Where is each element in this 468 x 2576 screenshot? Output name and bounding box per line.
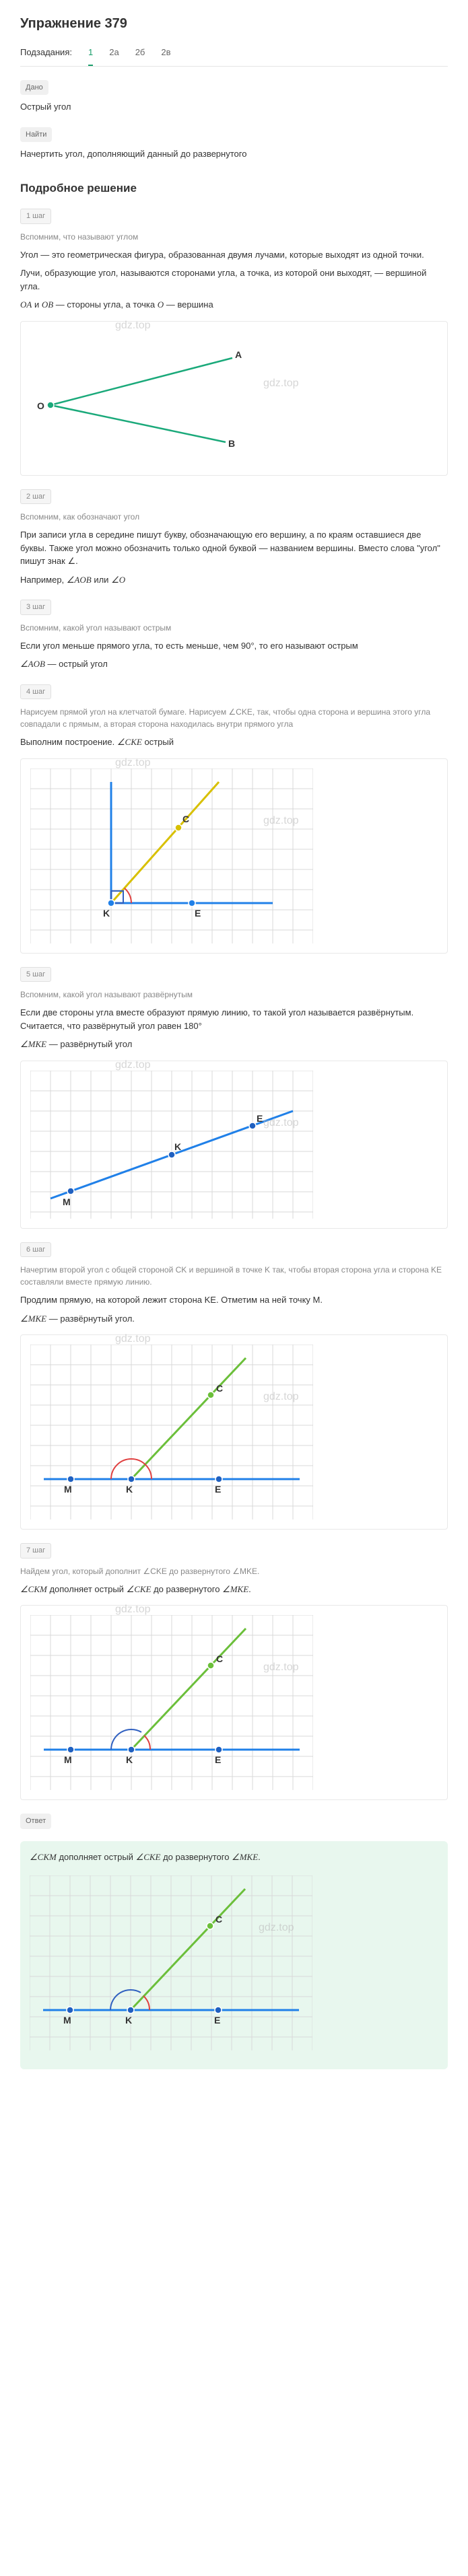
tab-2v[interactable]: 2в	[161, 46, 170, 66]
svg-text:E: E	[214, 2015, 220, 2026]
step-2: 2 шаг Вспомним, как обозначают угол При за…	[20, 489, 448, 587]
tab-1[interactable]: 1	[88, 46, 93, 66]
step-paragraph: Если угол меньше прямого угла, то есть м…	[20, 639, 448, 653]
svg-text:K: K	[125, 2015, 132, 2026]
step-note: Начертим второй угол с общей стороной CK…	[20, 1264, 448, 1288]
step-6: 6 шаг Начертим второй угол с общей сторон…	[20, 1242, 448, 1530]
svg-text:C: C	[216, 1383, 223, 1394]
step-3: 3 шаг Вспомним, какой угол называют остры…	[20, 600, 448, 671]
tabs-label: Подзадания:	[20, 46, 72, 66]
svg-text:A: A	[235, 349, 242, 360]
answer-tag: Ответ	[20, 1814, 51, 1829]
svg-text:K: K	[174, 1141, 181, 1152]
answer-formula: ∠CKM дополняет острый ∠CKE до развернуто…	[30, 1851, 438, 1864]
svg-text:M: M	[63, 1196, 71, 1207]
find-section: Найти Начертить угол, дополняющий данный…	[20, 127, 448, 161]
svg-text:K: K	[126, 1484, 133, 1495]
answer-section: Ответ ∠CKM дополняет острый ∠CKE до разв…	[20, 1814, 448, 2069]
svg-text:C: C	[215, 1914, 222, 1925]
figure-angle-oab: O A B	[30, 331, 313, 466]
step-tag: 4 шаг	[20, 684, 51, 700]
svg-text:M: M	[64, 1754, 72, 1765]
svg-text:C: C	[216, 1653, 223, 1664]
step-tag: 2 шаг	[20, 489, 51, 505]
answer-box: ∠CKM дополняет острый ∠CKE до развернуто…	[20, 1841, 448, 2070]
tab-2a[interactable]: 2а	[109, 46, 119, 66]
step-formula: Например, ∠AOB или ∠O	[20, 573, 448, 587]
given-section: Дано Острый угол	[20, 80, 448, 114]
step-paragraph: Если две стороны угла вместе образуют пр…	[20, 1006, 448, 1032]
given-tag: Дано	[20, 80, 48, 96]
step-formula: Выполним построение. ∠CKE острый	[20, 736, 448, 749]
figure-ckm-supplement: M K E C	[30, 1615, 313, 1790]
figure-box: KEC gdz.topgdz.top	[20, 758, 448, 954]
subtask-tabs: Подзадания: 1 2а 2б 2в	[20, 46, 448, 67]
step-paragraph: Продлим прямую, на которой лежит сторона…	[20, 1293, 448, 1307]
find-tag: Найти	[20, 127, 52, 143]
step-formula: ∠CKM дополняет острый ∠CKE до развернуто…	[20, 1583, 448, 1596]
step-formula: OA и OB — стороны угла, а точка O — верш…	[20, 298, 448, 312]
step-note: Вспомним, какой угол называют развёрнуты…	[20, 989, 448, 1001]
figure-box: OAB gdz.topgdz.top	[20, 321, 448, 476]
svg-text:K: K	[103, 908, 110, 919]
step-paragraph: Лучи, образующие угол, называются сторон…	[20, 266, 448, 293]
svg-text:C: C	[182, 814, 189, 824]
step-5: 5 шаг Вспомним, какой угол называют развё…	[20, 967, 448, 1229]
step-note: Найдем угол, который дополнит ∠CKE до ра…	[20, 1565, 448, 1577]
step-note: Нарисуем прямой угол на клетчатой бумаге…	[20, 706, 448, 730]
step-formula: ∠MKE — развёрнутый угол	[20, 1038, 448, 1051]
svg-text:M: M	[64, 1484, 72, 1495]
step-paragraph: Угол — это геометрическая фигура, образо…	[20, 248, 448, 262]
svg-text:E: E	[215, 1484, 221, 1495]
svg-text:B: B	[228, 438, 235, 449]
figure-cke-acute: K E C	[30, 768, 313, 943]
step-7: 7 шаг Найдем угол, который дополнит ∠CKE …	[20, 1543, 448, 1800]
step-formula: ∠AOB — острый угол	[20, 657, 448, 671]
step-1: 1 шаг Вспомним, что называют углом Угол — …	[20, 209, 448, 476]
step-note: Вспомним, что называют углом	[20, 231, 448, 243]
figure-mke-straight: M K E	[30, 1071, 313, 1219]
step-tag: 7 шаг	[20, 1543, 51, 1559]
step-note: Вспомним, какой угол называют острым	[20, 622, 448, 634]
tab-2b[interactable]: 2б	[135, 46, 145, 66]
page-title: Упражнение 379	[20, 13, 448, 34]
figure-mke-with-c: M K E C	[30, 1345, 313, 1519]
step-paragraph: При записи угла в середине пишут букву, …	[20, 528, 448, 568]
given-text: Острый угол	[20, 100, 448, 114]
step-tag: 1 шаг	[20, 209, 51, 224]
step-tag: 3 шаг	[20, 600, 51, 615]
find-text: Начертить угол, дополняющий данный до ра…	[20, 147, 448, 161]
figure-box: MKE gdz.topgdz.top	[20, 1061, 448, 1229]
figure-box: MKEC gdz.topgdz.top	[20, 1334, 448, 1530]
step-4: 4 шаг Нарисуем прямой угол на клетчатой б…	[20, 684, 448, 954]
svg-text:K: K	[126, 1754, 133, 1765]
svg-text:E: E	[215, 1754, 221, 1765]
step-tag: 5 шаг	[20, 967, 51, 982]
step-note: Вспомним, как обозначают угол	[20, 511, 448, 523]
step-formula: ∠MKE — развёрнутый угол.	[20, 1312, 448, 1326]
svg-text:E: E	[257, 1113, 263, 1124]
svg-text:E: E	[195, 908, 201, 919]
solution-heading: Подробное решение	[20, 180, 448, 197]
figure-box: MKEC gdz.topgdz.top	[20, 1605, 448, 1800]
svg-text:M: M	[63, 2015, 71, 2026]
svg-text:O: O	[37, 400, 44, 411]
figure-ckm-supplement: M K E C	[30, 1875, 312, 2050]
step-tag: 6 шаг	[20, 1242, 51, 1258]
